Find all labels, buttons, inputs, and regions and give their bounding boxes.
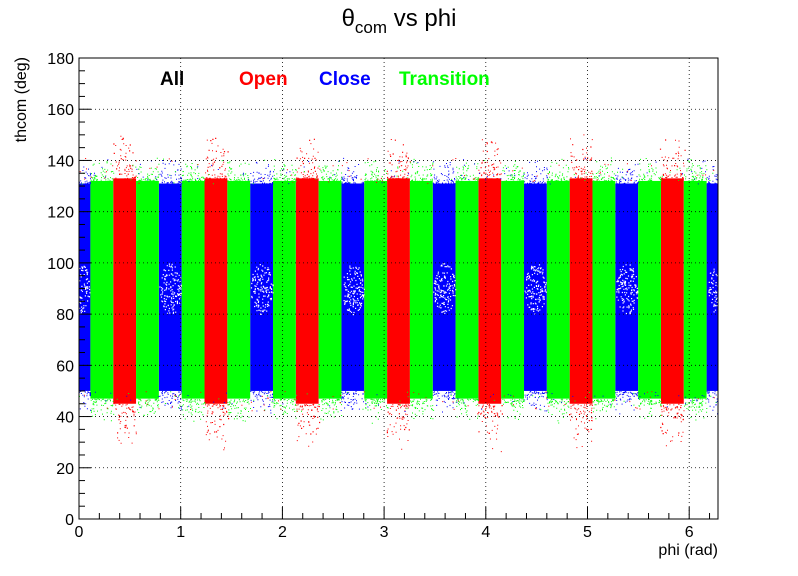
band-open — [478, 178, 502, 404]
x-tick-label: 4 — [481, 524, 490, 541]
hole-points — [159, 263, 182, 314]
legend-all: All — [160, 69, 184, 90]
hole-points — [343, 265, 365, 316]
y-tick-label: 100 — [47, 256, 74, 273]
title-subscript: com — [355, 18, 387, 37]
band-close — [432, 183, 456, 391]
band-transition — [638, 180, 661, 399]
band-transition — [181, 180, 205, 399]
legend-open: Open — [239, 69, 288, 90]
band-transition — [409, 180, 433, 399]
band-transition — [364, 180, 388, 399]
x-tick-label: 3 — [380, 524, 389, 541]
band-close — [706, 183, 718, 391]
y-tick-label: 0 — [65, 512, 74, 529]
band-open — [204, 178, 228, 404]
title-rest: vs phi — [387, 5, 456, 32]
band-transition — [501, 180, 525, 399]
band-open — [660, 178, 684, 404]
y-tick-label: 20 — [56, 461, 74, 478]
data-points — [79, 134, 720, 453]
title-theta: θ — [342, 5, 355, 32]
band-transition — [136, 180, 159, 399]
y-tick-label: 60 — [56, 358, 74, 375]
band-transition — [455, 180, 479, 399]
y-tick-label: 120 — [47, 205, 74, 222]
data-bands — [79, 178, 718, 404]
band-transition — [227, 180, 251, 399]
edge-points-open — [205, 139, 227, 451]
legend-close: Close — [319, 69, 371, 90]
band-transition — [592, 180, 616, 399]
hole-points — [708, 266, 720, 313]
chart-title: θcom vs phi — [342, 5, 457, 37]
edge-points-open — [570, 134, 593, 449]
y-tick-label: 40 — [56, 410, 74, 427]
x-tick-label: 0 — [75, 524, 84, 541]
band-open — [387, 178, 410, 404]
hole-points — [250, 264, 274, 315]
x-tick-label: 5 — [583, 524, 592, 541]
x-tick-label: 2 — [278, 524, 287, 541]
band-transition — [683, 180, 707, 399]
y-tick-label: 140 — [47, 153, 74, 170]
band-close — [524, 183, 547, 391]
hole-points — [616, 264, 639, 315]
legend: All Open Close Transition — [160, 69, 490, 90]
x-axis-label: phi (rad) — [658, 542, 718, 559]
band-transition — [318, 180, 342, 399]
band-close — [615, 183, 639, 391]
y-tick-label: 180 — [47, 51, 74, 68]
band-transition — [90, 180, 114, 399]
x-tick-label: 1 — [176, 524, 185, 541]
y-tick-label: 160 — [47, 102, 74, 119]
hole-points — [433, 263, 457, 314]
hole-points — [524, 264, 547, 315]
band-open — [113, 178, 137, 404]
band-transition — [546, 180, 570, 399]
band-open — [295, 178, 319, 404]
hole-points — [79, 265, 91, 315]
grid — [79, 58, 718, 519]
x-tick-label: 6 — [685, 524, 694, 541]
band-close — [341, 183, 365, 391]
legend-transition: Transition — [399, 69, 490, 90]
y-axis-label: thcom (deg) — [13, 57, 30, 142]
band-open — [569, 178, 593, 404]
y-tick-label: 80 — [56, 307, 74, 324]
band-transition — [272, 180, 296, 399]
